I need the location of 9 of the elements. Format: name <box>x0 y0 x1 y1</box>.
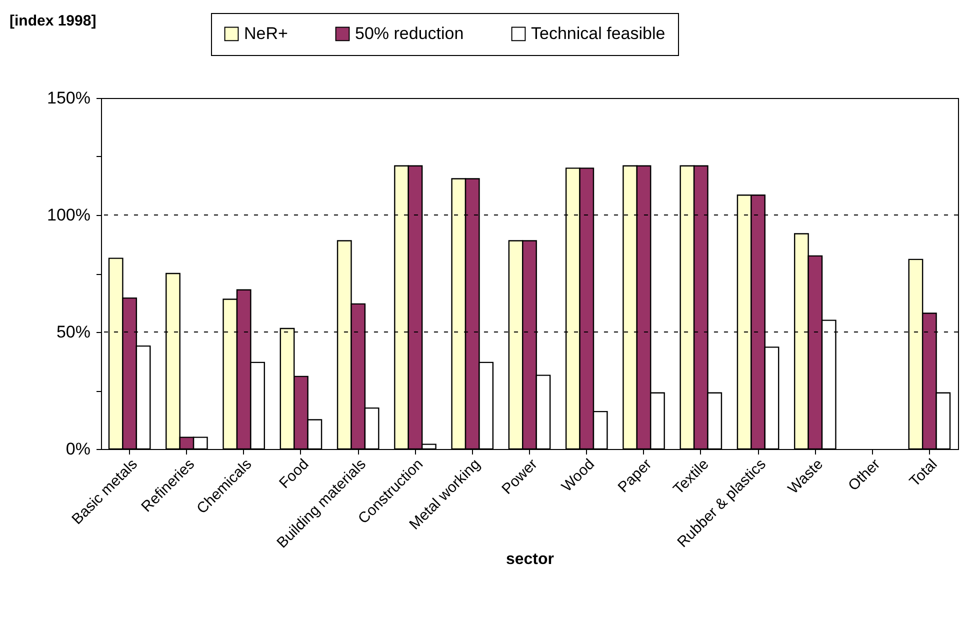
y-tick-label: 50% <box>56 322 90 342</box>
legend-label: Technical feasible <box>531 24 666 43</box>
legend-label: 50% reduction <box>355 24 464 43</box>
y-tick-label: 150% <box>47 88 90 108</box>
x-axis-title: sector <box>506 550 554 568</box>
y-axis-title: [index 1998] <box>10 12 96 30</box>
y-tick-label: 100% <box>47 206 90 224</box>
y-tick-label: 0% <box>66 440 90 458</box>
legend-label: NeR+ <box>244 24 288 43</box>
